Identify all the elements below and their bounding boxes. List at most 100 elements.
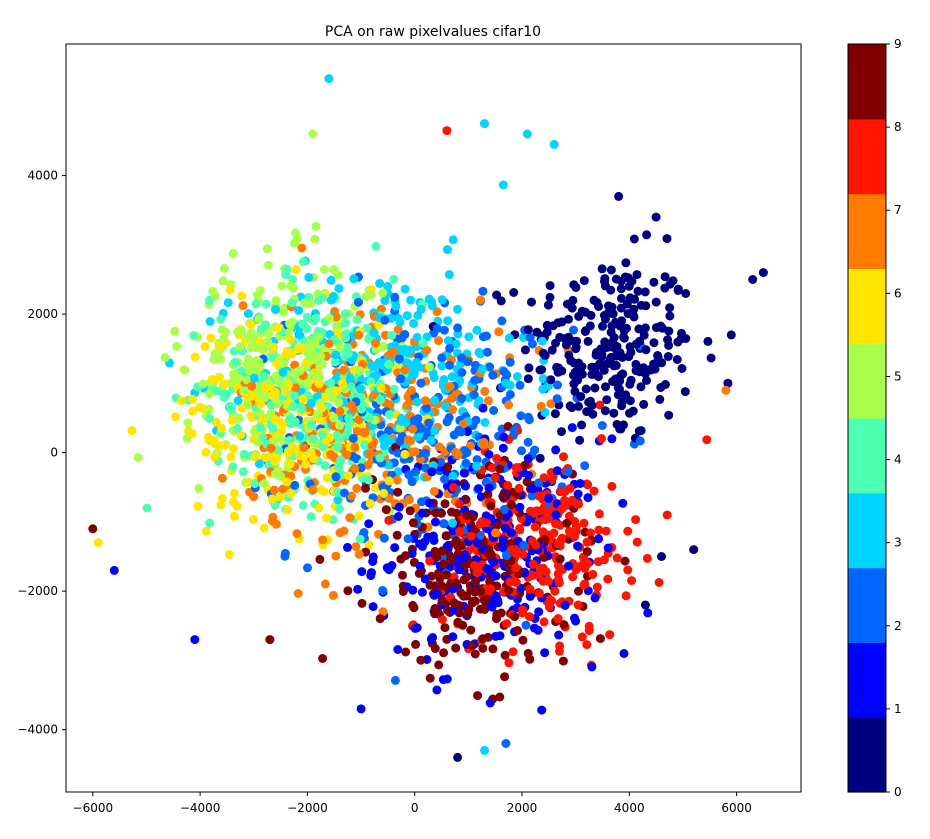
scatter-point bbox=[393, 487, 403, 497]
scatter-point bbox=[623, 565, 633, 575]
scatter-point bbox=[540, 408, 550, 417]
scatter-point bbox=[464, 332, 474, 342]
scatter-point bbox=[239, 449, 249, 459]
scatter-point bbox=[273, 399, 283, 409]
scatter-point bbox=[634, 426, 644, 436]
scatter-point bbox=[356, 704, 366, 714]
scatter-point bbox=[555, 646, 564, 656]
scatter-point bbox=[615, 321, 625, 331]
scatter-point bbox=[243, 332, 252, 342]
scatter-point bbox=[426, 435, 436, 445]
scatter-point bbox=[559, 452, 568, 462]
scatter-point bbox=[538, 374, 548, 384]
scatter-point bbox=[485, 362, 495, 372]
scatter-point bbox=[582, 537, 592, 547]
scatter-point bbox=[484, 450, 494, 459]
scatter-point bbox=[448, 235, 458, 245]
scatter-point bbox=[445, 382, 455, 391]
scatter-point bbox=[412, 362, 422, 372]
scatter-point bbox=[193, 501, 203, 511]
scatter-point bbox=[355, 384, 365, 394]
scatter-point bbox=[378, 607, 388, 617]
scatter-point bbox=[590, 383, 600, 393]
scatter-point bbox=[293, 589, 303, 598]
scatter-point bbox=[371, 338, 380, 348]
points-layer bbox=[88, 74, 768, 762]
scatter-point bbox=[293, 344, 303, 354]
scatter-point bbox=[324, 387, 334, 397]
scatter-point bbox=[574, 401, 583, 411]
scatter-point bbox=[252, 356, 262, 365]
scatter-point bbox=[537, 705, 547, 715]
scatter-point bbox=[509, 288, 519, 297]
scatter-point bbox=[605, 630, 615, 640]
scatter-point bbox=[494, 327, 504, 337]
scatter-point bbox=[676, 334, 686, 344]
scatter-point bbox=[258, 414, 267, 424]
scatter-point bbox=[467, 640, 477, 650]
scatter-point bbox=[225, 285, 235, 295]
scatter-point bbox=[574, 586, 583, 596]
scatter-point bbox=[270, 414, 280, 424]
scatter-point bbox=[703, 336, 713, 346]
scatter-point bbox=[447, 507, 456, 517]
scatter-point bbox=[318, 430, 328, 440]
scatter-point bbox=[570, 386, 580, 396]
scatter-point bbox=[519, 540, 528, 550]
scatter-point bbox=[364, 519, 374, 529]
scatter-point bbox=[428, 531, 438, 541]
x-tick-label: 0 bbox=[411, 801, 419, 815]
scatter-point bbox=[530, 445, 540, 455]
scatter-point bbox=[655, 394, 665, 404]
scatter-point bbox=[363, 460, 373, 470]
scatter-point bbox=[328, 590, 338, 600]
scatter-point bbox=[295, 330, 305, 340]
scatter-point bbox=[478, 403, 488, 413]
scatter-point bbox=[569, 358, 579, 368]
scatter-point bbox=[205, 317, 215, 326]
scatter-point bbox=[636, 382, 646, 392]
scatter-point bbox=[425, 556, 435, 566]
scatter-point bbox=[560, 495, 569, 505]
scatter-point bbox=[538, 576, 548, 586]
scatter-point bbox=[270, 456, 280, 466]
scatter-point bbox=[499, 491, 509, 501]
colorbar-tick-label: 6 bbox=[894, 286, 902, 300]
scatter-point bbox=[505, 390, 515, 399]
scatter-point bbox=[93, 538, 103, 548]
scatter-point bbox=[324, 74, 334, 84]
scatter-point bbox=[310, 234, 320, 244]
scatter-point bbox=[571, 344, 581, 354]
scatter-point bbox=[343, 586, 353, 596]
scatter-point bbox=[474, 484, 484, 494]
scatter-point bbox=[362, 323, 372, 333]
scatter-point bbox=[639, 399, 649, 409]
scatter-point bbox=[247, 381, 257, 391]
scatter-point bbox=[459, 591, 468, 601]
scatter-point bbox=[420, 574, 430, 584]
scatter-point bbox=[387, 330, 397, 340]
scatter-point bbox=[628, 406, 638, 416]
scatter-point bbox=[219, 264, 229, 273]
scatter-point bbox=[401, 551, 411, 561]
scatter-point bbox=[502, 619, 512, 629]
scatter-point bbox=[632, 537, 642, 547]
scatter-point bbox=[326, 275, 336, 285]
scatter-point bbox=[189, 331, 199, 340]
scatter-point bbox=[292, 529, 302, 539]
scatter-point bbox=[264, 452, 274, 461]
scatter-point bbox=[491, 631, 501, 641]
scatter-point bbox=[394, 354, 404, 364]
scatter-point bbox=[503, 481, 513, 490]
scatter-point bbox=[397, 416, 407, 426]
scatter-point bbox=[640, 600, 650, 610]
y-tick-label: −4000 bbox=[17, 723, 58, 737]
scatter-point bbox=[188, 406, 198, 416]
scatter-point bbox=[437, 353, 447, 363]
scatter-point bbox=[289, 238, 299, 248]
scatter-point bbox=[489, 557, 498, 567]
scatter-point bbox=[262, 244, 272, 254]
colorbar-band bbox=[848, 717, 886, 793]
scatter-point bbox=[516, 411, 526, 421]
scatter-point bbox=[444, 413, 454, 422]
